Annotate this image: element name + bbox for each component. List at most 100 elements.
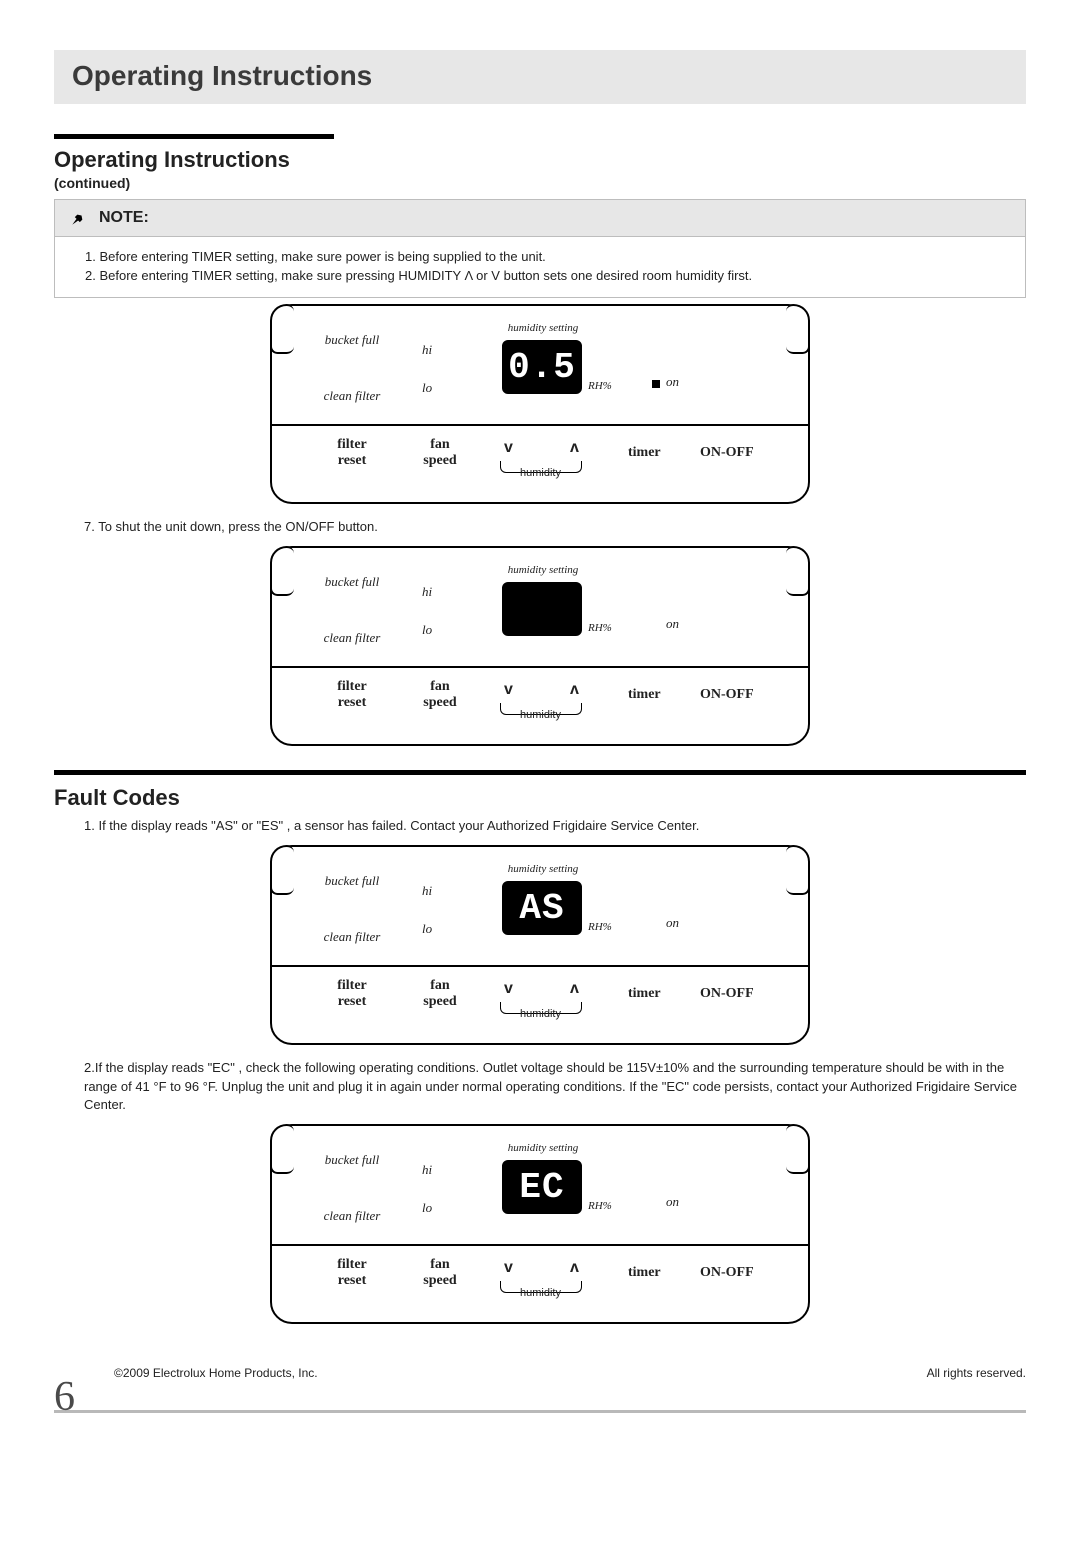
humidity-label: humidity [520, 709, 561, 721]
footer-rule [54, 1410, 1026, 1413]
page-number: 6 [54, 1373, 75, 1421]
lo-label: lo [422, 622, 432, 638]
note-body: 1. Before entering TIMER setting, make s… [55, 237, 1025, 297]
on-label: on [666, 616, 679, 632]
lcd-display: EC [502, 1160, 582, 1214]
panel-top: bucket full clean filter hi lo humidity … [272, 306, 808, 424]
on-off-button[interactable]: ON-OFF [700, 1265, 754, 1281]
humidity-down-button[interactable]: v [504, 980, 513, 998]
hi-label: hi [422, 584, 432, 600]
humidity-setting-label: humidity setting [498, 322, 588, 334]
humidity-label: humidity [520, 1287, 561, 1299]
humidity-label: humidity [520, 467, 561, 479]
control-panel: bucket full clean filter hi lo humidity … [270, 546, 810, 746]
on-label: on [666, 374, 679, 390]
filter-reset-button[interactable]: filter reset [322, 437, 382, 469]
fault-codes-heading: Fault Codes [54, 785, 1026, 811]
timer-button[interactable]: timer [628, 687, 661, 703]
note-line: 2. Before entering TIMER setting, make s… [85, 267, 1007, 285]
control-panel: bucket full clean filter hi lo humidity … [270, 304, 810, 504]
pushpin-icon [69, 208, 89, 228]
fan-speed-button[interactable]: fan speed [410, 437, 470, 469]
fan-speed-button[interactable]: fan speed [410, 1257, 470, 1289]
section-rule [54, 134, 334, 139]
panel-bottom: filter reset fan speed v ʌ humidity time… [272, 1245, 808, 1322]
lo-label: lo [422, 921, 432, 937]
timer-button[interactable]: timer [628, 1265, 661, 1281]
continued-label: (continued) [54, 175, 1026, 191]
rh-label: RH% [588, 921, 612, 933]
title-bar: Operating Instructions [54, 50, 1026, 104]
clean-filter-label: clean filter [312, 929, 392, 945]
step-text: 7. To shut the unit down, press the ON/O… [84, 518, 1026, 536]
control-panel-figure: bucket full clean filter hi lo humidity … [270, 845, 810, 1045]
humidity-up-button[interactable]: ʌ [570, 439, 579, 457]
lo-label: lo [422, 1200, 432, 1216]
footer: ©2009 Electrolux Home Products, Inc. All… [114, 1366, 1026, 1380]
rh-label: RH% [588, 622, 612, 634]
bucket-full-label: bucket full [312, 1152, 392, 1168]
bucket-full-label: bucket full [312, 574, 392, 590]
lo-label: lo [422, 380, 432, 396]
humidity-setting-label: humidity setting [498, 564, 588, 576]
timer-button[interactable]: timer [628, 986, 661, 1002]
panel-top: bucket full clean filter hi lo humidity … [272, 548, 808, 666]
panel-bottom: filter reset fan speed v ʌ humidity time… [272, 966, 808, 1043]
lcd-value: AS [519, 888, 564, 929]
page-title: Operating Instructions [72, 60, 1008, 92]
panel-top: bucket full clean filter hi lo humidity … [272, 847, 808, 965]
hi-label: hi [422, 1162, 432, 1178]
bucket-full-label: bucket full [312, 873, 392, 889]
fault-text: 2.If the display reads "EC" , check the … [84, 1059, 1026, 1114]
humidity-setting-label: humidity setting [498, 863, 588, 875]
fault-text: 1. If the display reads "AS" or "ES" , a… [84, 817, 1026, 835]
rh-label: RH% [588, 380, 612, 392]
control-panel-figure: bucket full clean filter hi lo humidity … [270, 546, 810, 746]
bucket-full-label: bucket full [312, 332, 392, 348]
note-title: NOTE: [99, 209, 149, 227]
clean-filter-label: clean filter [312, 630, 392, 646]
humidity-up-button[interactable]: ʌ [570, 681, 579, 699]
lcd-value: EC [519, 1167, 564, 1208]
on-off-button[interactable]: ON-OFF [700, 445, 754, 461]
control-panel-figure: bucket full clean filter hi lo humidity … [270, 1124, 810, 1324]
section-rule [54, 770, 1026, 775]
on-label: on [666, 1194, 679, 1210]
humidity-up-button[interactable]: ʌ [570, 1259, 579, 1277]
panel-top: bucket full clean filter hi lo humidity … [272, 1126, 808, 1244]
clean-filter-label: clean filter [312, 388, 392, 404]
humidity-down-button[interactable]: v [504, 681, 513, 699]
hi-label: hi [422, 342, 432, 358]
panel-bottom: filter reset fan speed v ʌ humidity time… [272, 667, 808, 744]
fan-speed-button[interactable]: fan speed [410, 679, 470, 711]
hi-label: hi [422, 883, 432, 899]
humidity-up-button[interactable]: ʌ [570, 980, 579, 998]
humidity-label: humidity [520, 1008, 561, 1020]
rights-text: All rights reserved. [927, 1366, 1026, 1380]
note-header: NOTE: [55, 200, 1025, 237]
lcd-display: 0.5 [502, 340, 582, 394]
timer-button[interactable]: timer [628, 445, 661, 461]
on-off-button[interactable]: ON-OFF [700, 986, 754, 1002]
humidity-down-button[interactable]: v [504, 439, 513, 457]
note-line: 1. Before entering TIMER setting, make s… [85, 248, 1007, 266]
on-indicator-icon [652, 380, 660, 388]
filter-reset-button[interactable]: filter reset [322, 1257, 382, 1289]
clean-filter-label: clean filter [312, 1208, 392, 1224]
lcd-display: AS [502, 881, 582, 935]
on-off-button[interactable]: ON-OFF [700, 687, 754, 703]
copyright-text: ©2009 Electrolux Home Products, Inc. [114, 1366, 318, 1380]
lcd-value: 0.5 [508, 347, 576, 388]
lcd-display [502, 582, 582, 636]
filter-reset-button[interactable]: filter reset [322, 679, 382, 711]
rh-label: RH% [588, 1200, 612, 1212]
humidity-setting-label: humidity setting [498, 1142, 588, 1154]
manual-page: Operating Instructions Operating Instruc… [0, 0, 1080, 1443]
fan-speed-button[interactable]: fan speed [410, 978, 470, 1010]
on-label: on [666, 915, 679, 931]
control-panel: bucket full clean filter hi lo humidity … [270, 845, 810, 1045]
control-panel-figure: bucket full clean filter hi lo humidity … [270, 304, 810, 504]
filter-reset-button[interactable]: filter reset [322, 978, 382, 1010]
humidity-down-button[interactable]: v [504, 1259, 513, 1277]
panel-bottom: filter reset fan speed v ʌ humidity time… [272, 425, 808, 502]
